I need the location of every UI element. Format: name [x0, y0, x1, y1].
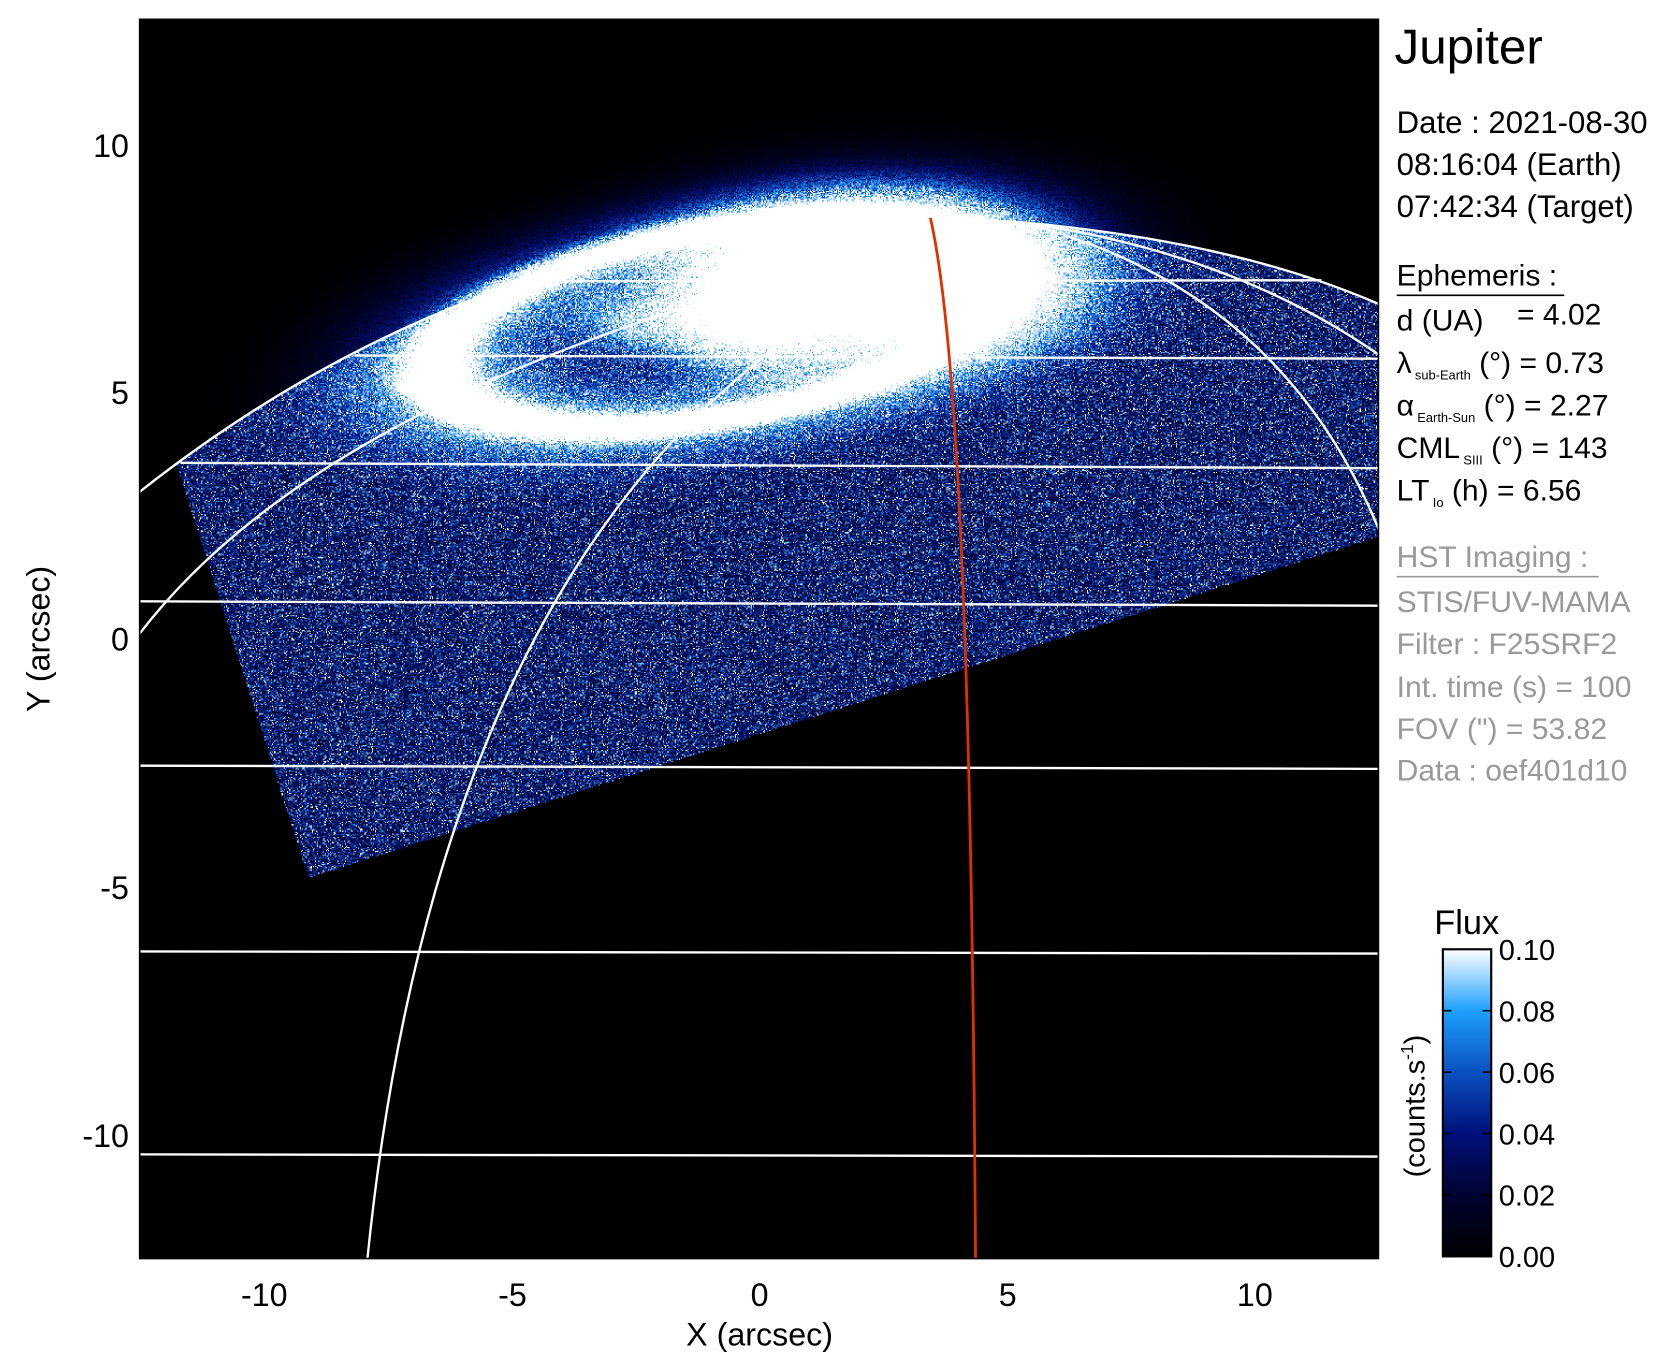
y-tick-label: 10	[93, 128, 129, 164]
imaging-row: FOV (") = 53.82	[1397, 713, 1607, 746]
y-tick-label: 5	[111, 375, 129, 411]
info-panel: Jupiter Date : 2021-08-30 08:16:04 (Eart…	[1395, 19, 1648, 787]
imaging-row: Filter : F25SRF2	[1397, 628, 1618, 661]
colorbar-title: Flux	[1434, 904, 1499, 942]
colorbar-gradient	[1443, 949, 1491, 1256]
latitude-line	[180, 463, 1378, 468]
colorbar: Flux 0.10 0.08 0.06 0.04 0.02 0.00 (counts.s-…	[1397, 904, 1555, 1274]
meridian-line	[1021, 222, 1386, 547]
latitude-line	[355, 355, 1379, 358]
ephemeris-row: d (UA) = 4.02	[1397, 298, 1602, 337]
x-axis-label: X (arcsec)	[686, 1317, 833, 1353]
latitude-line	[140, 951, 1379, 953]
meridian-line	[1021, 222, 1386, 359]
colorbar-tick-label: 0.02	[1499, 1181, 1555, 1213]
y-axis: 10 5 0 -5 -10 Y (arcsec)	[20, 128, 129, 1154]
imaging-heading: HST Imaging :	[1397, 541, 1589, 574]
target-time-line: 07:42:34 (Target)	[1397, 189, 1634, 224]
ephemeris-row: LT Io (h) = 6.56	[1397, 474, 1582, 509]
ephemeris-row: α Earth-Sun (°) = 2.27	[1397, 390, 1609, 425]
x-tick-label: -10	[241, 1277, 288, 1313]
y-tick-label: 0	[111, 622, 129, 658]
colorbar-tick-label: 0.04	[1499, 1119, 1555, 1151]
colorbar-tick-label: 0.06	[1499, 1058, 1555, 1090]
ephemeris-row: λ sub-Earth (°) = 0.73	[1397, 347, 1604, 382]
io-footprint-line	[930, 218, 975, 1259]
date-line: Date : 2021-08-30	[1397, 105, 1648, 140]
planet-grid	[140, 218, 1386, 1259]
x-axis: -10 -5 0 5 10 X (arcsec)	[241, 1277, 1273, 1353]
y-axis-label: Y (arcsec)	[20, 566, 56, 712]
ephemeris-heading: Ephemeris :	[1397, 260, 1557, 293]
x-tick-label: 5	[999, 1277, 1017, 1313]
ephemeris-row: CML SIII (°) = 143	[1397, 432, 1608, 467]
latitude-line	[140, 1154, 1379, 1156]
x-tick-label: 10	[1237, 1277, 1273, 1313]
colorbar-tick-label: 0.00	[1499, 1242, 1555, 1274]
plot-frame	[140, 19, 1379, 1258]
colorbar-tick-label: 0.10	[1499, 935, 1555, 967]
imaging-row: Int. time (s) = 100	[1397, 671, 1632, 704]
earth-time-line: 08:16:04 (Earth)	[1397, 147, 1622, 182]
colorbar-tick-label: 0.08	[1499, 996, 1555, 1028]
colorbar-unit-label: (counts.s-1)	[1397, 1035, 1432, 1178]
latitude-line	[140, 601, 1379, 605]
imaging-row: STIS/FUV-MAMA	[1397, 586, 1631, 619]
latitude-line	[140, 766, 1379, 769]
meridian-line	[367, 222, 1020, 1258]
planet-title: Jupiter	[1395, 19, 1543, 74]
x-tick-label: -5	[498, 1277, 527, 1313]
y-tick-label: -5	[100, 870, 129, 906]
x-tick-label: 0	[751, 1277, 769, 1313]
imaging-row: Data : oef401d10	[1397, 755, 1628, 788]
meridian-line	[140, 222, 1021, 633]
y-tick-label: -10	[82, 1118, 129, 1154]
